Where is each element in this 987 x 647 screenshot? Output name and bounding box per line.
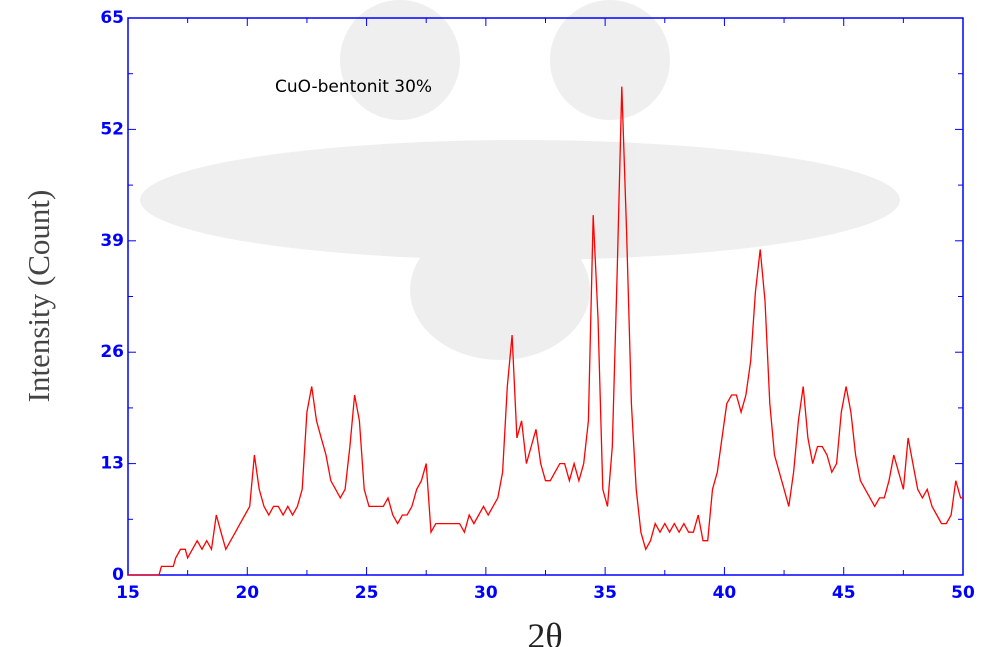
y-axis-label: Intensity (Count) (21, 190, 56, 403)
y-tick-label: 0 (112, 565, 124, 585)
x-axis-label: 2θ (527, 616, 562, 647)
x-tick-label: 30 (474, 583, 498, 603)
y-tick-label: 39 (100, 231, 124, 251)
watermark (140, 0, 900, 360)
x-tick-label: 40 (713, 583, 737, 603)
data-line (128, 86, 963, 576)
annotation: CuO-bentonit 30% (275, 77, 432, 97)
y-tick-label: 52 (100, 119, 124, 139)
x-tick-label: 25 (355, 583, 379, 603)
x-tick-label: 35 (593, 583, 617, 603)
x-tick-label: 50 (951, 583, 975, 603)
x-tick-label: 20 (235, 583, 259, 603)
x-tick-label: 45 (832, 583, 856, 603)
x-tick-label: 15 (116, 583, 140, 603)
y-tick-label: 26 (100, 342, 124, 362)
y-tick-label: 65 (100, 8, 124, 28)
y-tick-label: 13 (100, 454, 124, 474)
